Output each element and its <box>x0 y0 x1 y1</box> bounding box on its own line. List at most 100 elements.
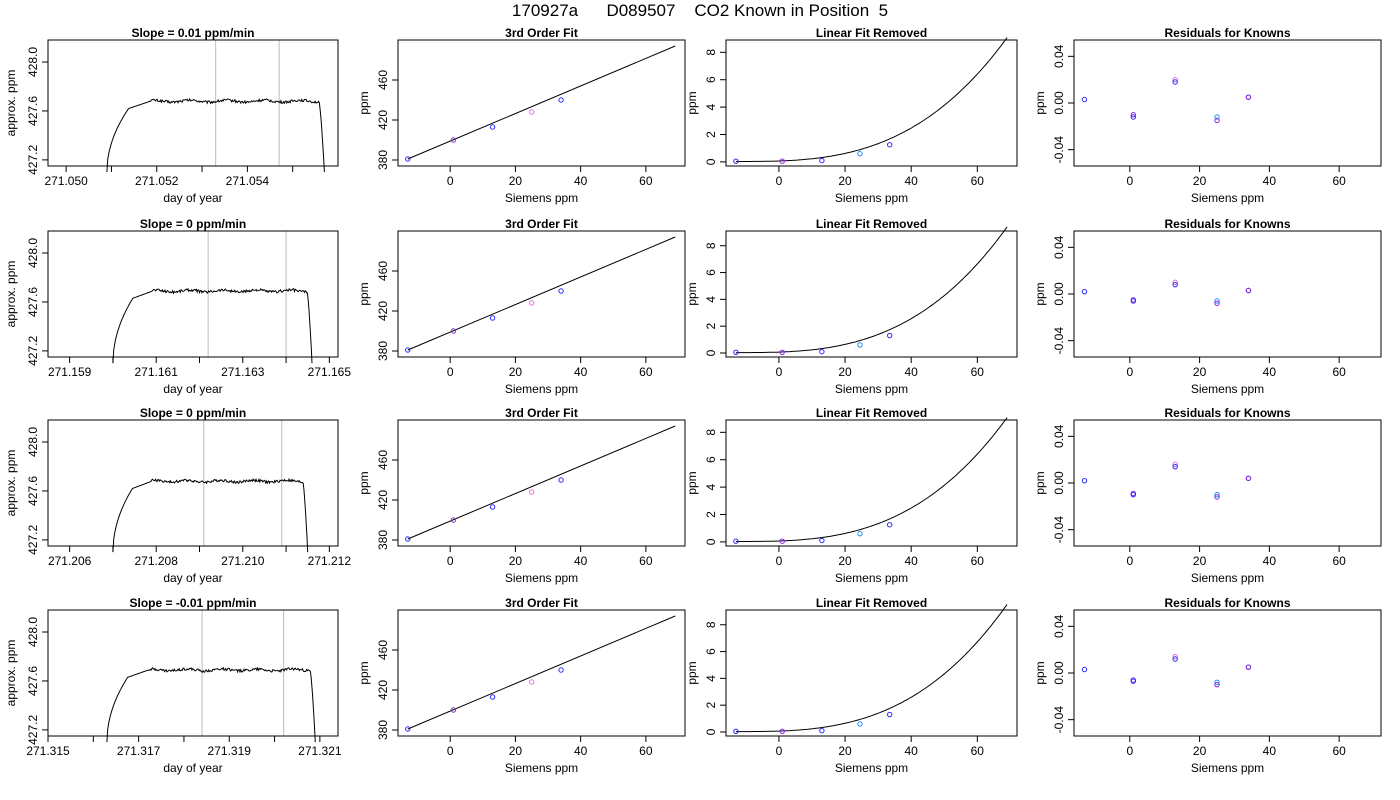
x-axis-label: day of year <box>163 191 222 205</box>
x-tick-label: 40 <box>1263 174 1277 188</box>
concentration-trace <box>106 97 325 173</box>
x-tick-label: 40 <box>905 554 919 568</box>
plot-area: Linear Fit Removed 0 20 40 60 0 2 4 6 8 Siemens pp… <box>685 217 1018 396</box>
panel-title: Linear Fit Removed <box>816 26 927 40</box>
y-tick-label: 427.6 <box>26 666 40 696</box>
residual-curve <box>735 226 1008 354</box>
x-axis-label: Siemens ppm <box>1191 382 1264 396</box>
y-tick-label: 427.6 <box>26 287 40 317</box>
y-tick-label: 420 <box>376 490 390 510</box>
x-tick-label: 271.212 <box>308 554 352 568</box>
x-tick-label: 60 <box>1332 174 1346 188</box>
x-tick-label: 40 <box>1263 554 1277 568</box>
y-tick-label: 427.2 <box>26 525 40 555</box>
y-axis-label: ppm <box>357 282 371 305</box>
panel-title: Slope = 0 ppm/min <box>140 217 246 231</box>
plot-box <box>47 419 339 547</box>
y-tick-label: 420 <box>376 110 390 130</box>
fit-curve <box>407 236 676 351</box>
chart-panel-1-2: 3rd Order Fit 0 20 40 60 380 420 460 Siemens ppm… <box>357 26 686 205</box>
x-tick-label: 0 <box>776 174 783 188</box>
data-point <box>819 348 825 355</box>
x-tick-label: 0 <box>1126 174 1133 188</box>
x-tick-label: 20 <box>1193 174 1207 188</box>
data-point <box>450 517 457 523</box>
x-axis-label: Siemens ppm <box>835 382 908 396</box>
x-axis-label: Siemens ppm <box>835 571 908 585</box>
fit-curve <box>407 615 676 730</box>
chart-panel-2-3: Linear Fit Removed 0 20 40 60 0 2 4 6 8 Siemens pp… <box>685 217 1018 396</box>
y-tick-label: 0.04 <box>1052 235 1066 259</box>
data-point <box>529 679 535 685</box>
data-point <box>1214 114 1220 120</box>
chart-panel-1-3: Linear Fit Removed 0 20 40 60 0 2 4 6 8 Siemens pp… <box>685 26 1018 205</box>
data-point <box>1130 298 1137 304</box>
y-tick-label: -0.04 <box>1052 516 1066 544</box>
y-tick-label: 4 <box>704 675 718 682</box>
panel-title: 3rd Order Fit <box>505 26 578 40</box>
data-point <box>1172 463 1178 470</box>
x-tick-label: 0 <box>776 554 783 568</box>
x-tick-label: 0 <box>776 365 783 379</box>
x-axis-label: Siemens ppm <box>1191 571 1264 585</box>
x-tick-label: 60 <box>1332 744 1346 758</box>
data-point <box>1172 461 1178 468</box>
y-tick-label: 420 <box>376 680 390 700</box>
data-point <box>450 707 457 713</box>
data-point <box>489 504 496 510</box>
x-tick-label: 60 <box>639 365 653 379</box>
y-axis-label: ppm <box>685 282 699 305</box>
data-point <box>450 328 457 334</box>
chart-panel-2-2: 3rd Order Fit 0 20 40 60 380 420 460 Siemens ppm… <box>357 217 686 396</box>
data-point <box>819 157 825 164</box>
chart-panel-1-4: Residuals for Knowns 0 20 40 60 -0.04 0.00 0.04… <box>1033 26 1382 205</box>
panel-title: Linear Fit Removed <box>816 596 927 610</box>
y-tick-label: 420 <box>376 301 390 321</box>
y-tick-label: 8 <box>704 242 718 249</box>
data-point <box>489 315 496 321</box>
x-tick-label: 60 <box>971 744 985 758</box>
y-tick-label: 0.04 <box>1052 614 1066 638</box>
x-tick-label: 40 <box>905 174 919 188</box>
plot-box <box>1073 39 1382 167</box>
figure-title: 170927a D089507 CO2 Known in Position 5 <box>511 1 889 20</box>
x-tick-label: 20 <box>838 174 852 188</box>
plot-area: 3rd Order Fit 0 20 40 60 380 420 460 Siemens ppm… <box>357 406 686 585</box>
plot-box <box>397 609 686 737</box>
y-axis-label: ppm <box>357 91 371 114</box>
plot-area: Slope = 0 ppm/min 271.206 271.208 271.210 27… <box>4 406 351 585</box>
data-point <box>558 97 564 103</box>
x-tick-label: 271.165 <box>308 365 352 379</box>
data-point <box>1214 494 1220 500</box>
data-point <box>733 538 739 544</box>
plot-area: Linear Fit Removed 0 20 40 60 0 2 4 6 8 Siemens pp… <box>685 406 1018 585</box>
data-point <box>1081 477 1088 484</box>
y-tick-label: 427.2 <box>26 336 40 366</box>
x-tick-label: 60 <box>971 554 985 568</box>
x-tick-label: 0 <box>1126 744 1133 758</box>
data-point <box>779 728 785 735</box>
panel-title: Linear Fit Removed <box>816 217 927 231</box>
data-point <box>733 158 739 164</box>
x-tick-label: 20 <box>838 744 852 758</box>
y-axis-label: ppm <box>1033 471 1047 494</box>
data-point <box>1214 679 1220 686</box>
y-tick-label: 428.0 <box>26 427 40 457</box>
plot-box <box>725 230 1018 358</box>
x-tick-label: 40 <box>905 744 919 758</box>
data-point <box>1245 664 1252 670</box>
x-tick-label: 60 <box>639 174 653 188</box>
data-point <box>529 109 535 115</box>
plot-box <box>397 419 686 547</box>
data-point <box>1172 76 1178 83</box>
x-axis-label: Siemens ppm <box>1191 191 1264 205</box>
concentration-trace <box>112 477 309 553</box>
fit-curve <box>407 425 676 540</box>
data-point <box>1172 279 1178 286</box>
x-axis-label: Siemens ppm <box>1191 761 1264 775</box>
data-point <box>779 158 785 164</box>
x-tick-label: 20 <box>509 554 523 568</box>
plot-area: 3rd Order Fit 0 20 40 60 380 420 460 Siemens ppm… <box>357 217 686 396</box>
chart-panel-3-3: Linear Fit Removed 0 20 40 60 0 2 4 6 8 Siemens pp… <box>685 406 1018 585</box>
data-point <box>1081 288 1088 295</box>
